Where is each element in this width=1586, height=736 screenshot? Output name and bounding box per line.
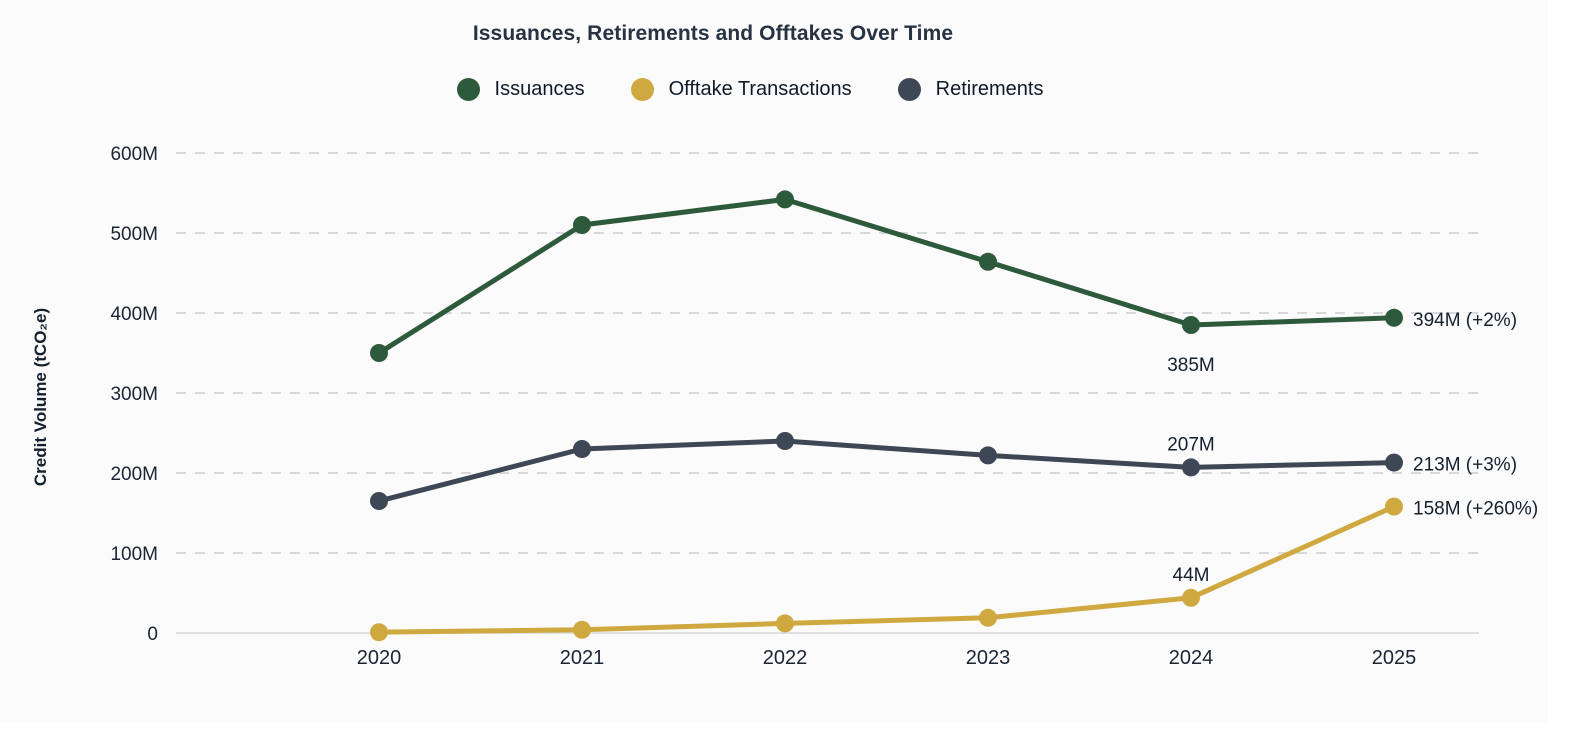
x-tick-label: 2025	[1372, 647, 1417, 669]
legend-label-offtake-transactions: Offtake Transactions	[668, 78, 852, 100]
point-value-label: 385M	[1167, 355, 1215, 376]
data-point[interactable]	[979, 608, 997, 627]
data-point[interactable]	[1385, 497, 1403, 516]
chart-card	[0, 0, 1548, 722]
data-point[interactable]	[1182, 588, 1200, 607]
data-point[interactable]	[1385, 308, 1403, 327]
data-point[interactable]	[979, 252, 997, 271]
y-tick-label: 500M	[110, 224, 158, 245]
y-tick-label: 400M	[110, 304, 158, 325]
chart-legend: Issuances Offtake Transactions Retiremen…	[0, 78, 1500, 101]
x-tick-label: 2023	[966, 647, 1011, 669]
issuances-line	[376, 196, 1397, 356]
y-tick-label: 200M	[110, 464, 158, 485]
issuances-series-dot-icon	[456, 78, 480, 101]
y-tick-label: 300M	[110, 384, 158, 405]
x-tick-label: 2021	[560, 647, 605, 669]
x-tick-label: 2020	[357, 647, 402, 669]
legend-label-retirements: Retirements	[935, 78, 1044, 100]
y-tick-label: 0	[147, 624, 158, 645]
data-point[interactable]	[1385, 453, 1403, 472]
point-value-label: 158M (+260%)	[1413, 499, 1538, 520]
data-point[interactable]	[776, 190, 794, 209]
x-tick-label: 2024	[1169, 647, 1214, 669]
y-axis-title: Credit Volume (tCO₂e)	[31, 308, 50, 486]
offtake-series-dot-icon	[630, 78, 654, 101]
data-point[interactable]	[776, 614, 794, 633]
retirements-series-dot-icon	[897, 78, 921, 101]
y-tick-label: 100M	[110, 544, 158, 565]
x-tick-label: 2022	[763, 647, 808, 669]
data-point[interactable]	[573, 216, 591, 234]
legend-item-retirements[interactable]: Retirements	[897, 78, 1044, 101]
point-value-label: 394M (+2%)	[1413, 310, 1517, 331]
point-value-label: 44M	[1173, 565, 1210, 586]
data-point[interactable]	[776, 432, 794, 450]
legend-item-offtake-transactions[interactable]: Offtake Transactions	[630, 78, 852, 101]
legend-item-issuances[interactable]: Issuances	[456, 78, 585, 101]
data-point[interactable]	[1182, 458, 1200, 477]
data-point[interactable]	[1182, 316, 1200, 334]
data-point[interactable]	[370, 623, 388, 642]
offtake-transactions-line	[376, 504, 1397, 635]
chart-title: Issuances, Retirements and Offtakes Over…	[472, 22, 954, 45]
data-point[interactable]	[979, 446, 997, 465]
data-point[interactable]	[573, 620, 591, 639]
y-tick-label: 600M	[110, 144, 158, 165]
point-value-label: 207M	[1167, 434, 1215, 455]
point-value-label: 213M (+3%)	[1413, 455, 1517, 476]
data-point[interactable]	[370, 492, 388, 510]
legend-label-issuances: Issuances	[494, 78, 585, 100]
data-point[interactable]	[370, 344, 388, 362]
data-point[interactable]	[573, 440, 591, 458]
retirements-line	[376, 438, 1397, 504]
